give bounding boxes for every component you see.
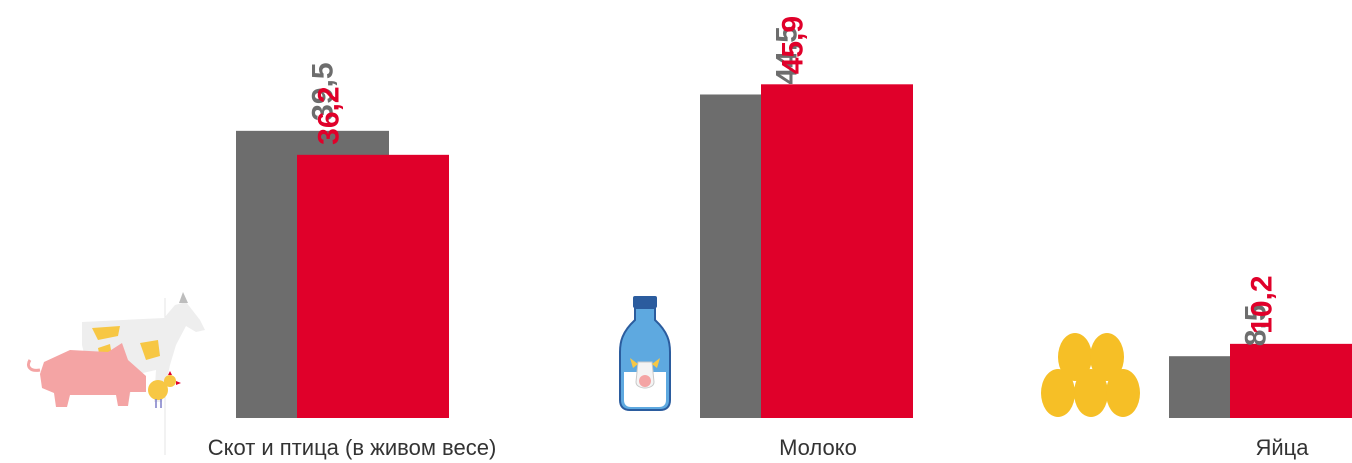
eggs-icon bbox=[1041, 333, 1140, 417]
value-label-cat-1-series-1: 39,5 bbox=[307, 62, 340, 120]
value-labels-layer: 39,536,2 44,545,9 8,510,2 bbox=[307, 16, 1279, 346]
value-label-cat-3-series-2: 10,2 bbox=[1246, 275, 1279, 333]
value-label-cat-1-series-2: 36,2 bbox=[313, 86, 346, 144]
livestock-icon bbox=[26, 292, 205, 455]
value-label-cat-3-series-1: 8,5 bbox=[1240, 304, 1273, 346]
bar-cat-2-series-2 bbox=[761, 84, 913, 418]
bar-cat-1-series-2 bbox=[297, 154, 449, 419]
category-label-cat-2: Молоко bbox=[779, 435, 857, 460]
category-label-cat-3: Яйца bbox=[1255, 435, 1309, 460]
bar-cat-3-series-2 bbox=[1230, 343, 1352, 418]
category-labels-layer: Скот и птица (в живом весе) Молоко Яйца bbox=[208, 435, 1310, 460]
value-label-cat-2-series-1: 44,5 bbox=[771, 26, 804, 84]
value-label-cat-2-series-2: 45,9 bbox=[777, 16, 810, 74]
bars-layer bbox=[236, 84, 1352, 419]
category-label-cat-1: Скот и птица (в живом весе) bbox=[208, 435, 497, 460]
milk-bottle-icon bbox=[619, 296, 671, 411]
